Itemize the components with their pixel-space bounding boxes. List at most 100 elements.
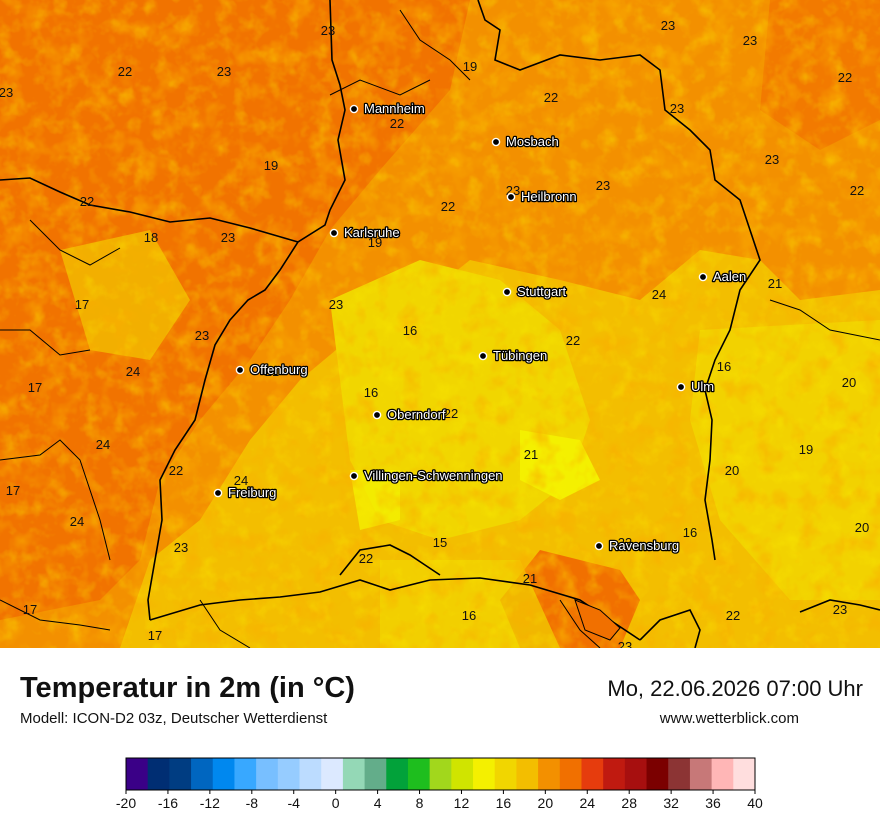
legend-tick-label: 40 <box>747 795 763 811</box>
legend-color-swatch <box>147 758 170 790</box>
legend-color-swatch <box>234 758 257 790</box>
city-dot <box>506 192 516 202</box>
legend-color-swatch <box>538 758 561 790</box>
temperature-value-label: 16 <box>462 608 476 623</box>
city-name: Heilbronn <box>521 189 577 204</box>
legend-color-swatch <box>646 758 669 790</box>
temperature-value-label: 23 <box>329 297 343 312</box>
color-scale-legend: -20 -16 -12 -8 -4 0 4 8 12 16 20 24 28 32 36 40 <box>116 757 763 811</box>
legend-color-swatch <box>169 758 192 790</box>
city-name: Freiburg <box>228 485 276 500</box>
legend-color-swatch <box>494 758 517 790</box>
city-marker: Oberndorf <box>372 406 447 423</box>
temperature-value-label: 23 <box>174 540 188 555</box>
temperature-value-label: 22 <box>169 463 183 478</box>
temperature-value-label: 23 <box>221 230 235 245</box>
city-name: Karlsruhe <box>344 225 400 240</box>
city-name: Ravensburg <box>609 538 679 553</box>
temperature-value-label: 22 <box>441 199 455 214</box>
city-marker: Mosbach <box>491 133 560 150</box>
temperature-value-label: 22 <box>850 183 864 198</box>
temperature-value-label: 19 <box>463 59 477 74</box>
temperature-value-label: 23 <box>217 64 231 79</box>
legend-color-swatch <box>473 758 496 790</box>
temperature-value-label: 23 <box>833 602 847 617</box>
legend-color-swatch <box>299 758 322 790</box>
temperature-value-label: 19 <box>799 442 813 457</box>
temperature-value-label: 17 <box>28 380 42 395</box>
temperature-value-label: 22 <box>566 333 580 348</box>
temperature-value-label: 21 <box>768 276 782 291</box>
temperature-value-label: 23 <box>0 85 13 100</box>
legend-tick-label: -20 <box>116 795 136 811</box>
temperature-value-label: 23 <box>765 152 779 167</box>
legend-color-swatch <box>689 758 713 790</box>
city-marker: Freiburg <box>213 484 278 501</box>
temperature-value-label: 20 <box>855 520 869 535</box>
legend-tick-label: -8 <box>246 795 259 811</box>
legend-color-swatch <box>624 758 648 790</box>
texture-cool <box>0 0 880 648</box>
legend-tick-label: 16 <box>496 795 512 811</box>
temperature-value-label: 16 <box>364 385 378 400</box>
city-marker: Aalen <box>698 268 748 285</box>
legend-tick-label: -16 <box>158 795 178 811</box>
city-dot <box>491 137 501 147</box>
temperature-value-label: 22 <box>390 116 404 131</box>
legend-color-swatch <box>126 758 149 790</box>
temperature-value-label: 20 <box>725 463 739 478</box>
temperature-value-label: 23 <box>195 328 209 343</box>
legend-tick-label: 4 <box>374 795 382 811</box>
temperature-value-label: 24 <box>126 364 140 379</box>
legend-color-swatch <box>516 758 539 790</box>
legend-tick-label: 8 <box>416 795 424 811</box>
temperature-value-label: 21 <box>523 571 537 586</box>
temperature-value-label: 22 <box>359 551 373 566</box>
temperature-value-label: 16 <box>717 359 731 374</box>
temperature-value-label: 23 <box>596 178 610 193</box>
city-name: Aalen <box>713 269 746 284</box>
temperature-value-label: 23 <box>618 535 632 550</box>
legend-color-swatch <box>429 758 452 790</box>
city-dot <box>329 228 339 238</box>
map-title: Temperatur in 2m (in °C) <box>20 672 355 704</box>
city-dot <box>235 365 245 375</box>
temperature-value-label: 23 <box>743 33 757 48</box>
temperature-value-label: 23 <box>321 23 335 38</box>
cities: Mannheim Mosbach Heilbronn Karlsruhe Stuttga… <box>213 100 748 554</box>
city-name: Tübingen <box>493 348 547 363</box>
temperature-value-label: 20 <box>842 375 856 390</box>
city-marker: Heilbronn <box>506 188 578 205</box>
temperature-value-label: 22 <box>118 64 132 79</box>
temperature-value-label: 15 <box>433 535 447 550</box>
legend-color-swatch <box>212 758 235 790</box>
temperature-value-label: 24 <box>234 473 248 488</box>
temperature-values: 23 23 22 23 23 19 22 23 22 22 23 19 23 22 23 23 22 22 18 23… <box>0 18 869 648</box>
city-name: Mosbach <box>506 134 559 149</box>
city-dot <box>698 272 708 282</box>
legend-tick-label: 20 <box>538 795 554 811</box>
lake-constance <box>574 599 621 641</box>
legend-color-swatch <box>407 758 431 790</box>
legend-color-swatch <box>581 758 604 790</box>
legend-color-swatch <box>451 758 474 790</box>
temperature-value-label: 16 <box>683 525 697 540</box>
city-dot <box>478 351 488 361</box>
legend-color-swatch <box>668 758 691 790</box>
website-link[interactable]: www.wetterblick.com <box>659 710 799 727</box>
legend-color-swatch <box>364 758 387 790</box>
temperature-value-label: 22 <box>726 608 740 623</box>
legend-tick-label: 12 <box>454 795 470 811</box>
legend-border <box>125 757 756 791</box>
model-info: Modell: ICON-D2 03z, Deutscher Wetterdie… <box>20 710 328 727</box>
temperature-value-label: 24 <box>652 287 666 302</box>
legend-color-swatch <box>256 758 279 790</box>
legend-color-swatch <box>277 758 301 790</box>
legend-color-swatch <box>321 758 344 790</box>
city-marker: Stuttgart <box>502 283 568 300</box>
city-dot <box>372 410 382 420</box>
temperature-value-label: 22 <box>838 70 852 85</box>
temperature-value-label: 24 <box>70 514 84 529</box>
city-name: Oberndorf <box>387 407 446 422</box>
temperature-value-label: 23 <box>670 101 684 116</box>
